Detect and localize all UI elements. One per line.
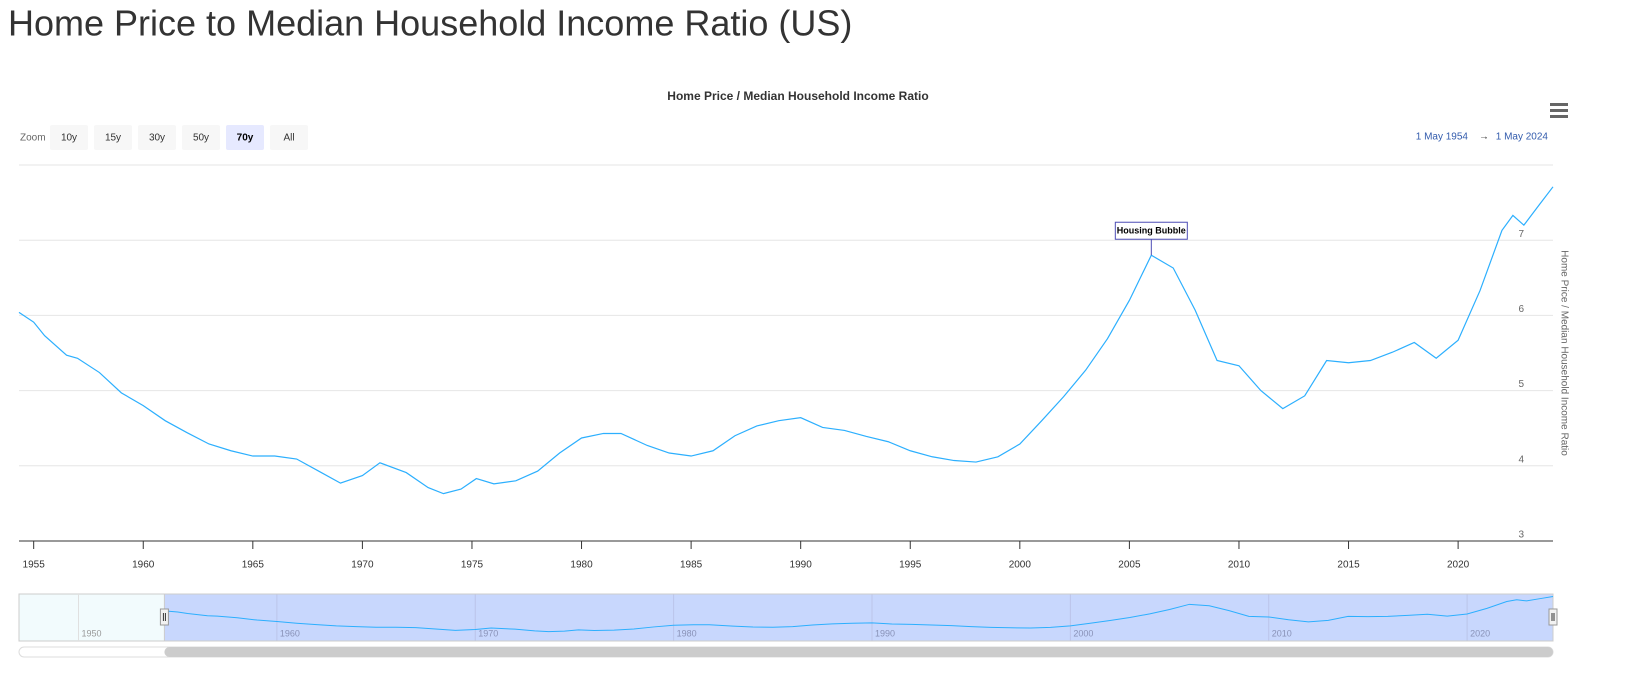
x-tick-label: 2000: [1009, 560, 1032, 571]
annotation-label: Housing Bubble: [1117, 226, 1186, 236]
x-tick-label: 1955: [23, 560, 46, 571]
navigator-tick-label: 2020: [1470, 628, 1490, 638]
menu-icon[interactable]: [1550, 103, 1568, 118]
navigator-tick-label: 1990: [875, 628, 895, 638]
x-tick-label: 1965: [242, 560, 265, 571]
x-tick-label: 1995: [899, 560, 922, 571]
navigator-tick-label: 1980: [677, 628, 697, 638]
zoom-button-bg[interactable]: [226, 125, 264, 150]
navigator-handle[interactable]: [159, 608, 169, 626]
navigator-tick-label: 1950: [82, 628, 102, 638]
zoom-button-label[interactable]: 15y: [105, 133, 121, 144]
range-to[interactable]: 1 May 2024: [1496, 132, 1549, 143]
zoom-button-bg[interactable]: [50, 125, 88, 150]
x-tick-label: 1975: [461, 560, 484, 571]
line-series: [18, 186, 1554, 495]
y-axis-title: Home Price / Median Household Income Rat…: [1558, 250, 1569, 456]
y-tick-label: 3: [1518, 530, 1524, 541]
zoom-button-bg[interactable]: [138, 125, 176, 150]
zoom-button-label[interactable]: All: [283, 133, 294, 144]
zoom-button-label[interactable]: 30y: [149, 133, 165, 144]
x-tick-label: 1990: [790, 560, 813, 571]
x-tick-label: 2005: [1118, 560, 1141, 571]
navigator-series: [164, 596, 1554, 633]
navigator-tick-label: 1960: [280, 628, 300, 638]
navigator-tick-label: 2010: [1272, 628, 1292, 638]
menu-bar[interactable]: [1550, 109, 1568, 112]
navigator-mask: [163, 593, 1554, 642]
navigator-tick-label: 2000: [1073, 628, 1093, 638]
x-tick-label: 2010: [1228, 560, 1251, 571]
navigator-handle[interactable]: [1548, 608, 1558, 626]
zoom-label: Zoom: [20, 133, 46, 144]
zoom-button[interactable]: All: [270, 125, 308, 150]
menu-bar[interactable]: [1550, 115, 1568, 118]
range-arrow: →: [1479, 132, 1489, 143]
x-tick-label: 1980: [570, 560, 593, 571]
zoom-button[interactable]: 10y: [50, 125, 88, 150]
y-tick-label: 4: [1518, 454, 1524, 465]
zoom-button-label[interactable]: 10y: [61, 133, 77, 144]
chart-title: Home Price / Median Household Income Rat…: [667, 89, 928, 103]
menu-bar[interactable]: [1550, 103, 1568, 106]
zoom-button-bg[interactable]: [94, 125, 132, 150]
zoom-button-label[interactable]: 70y: [237, 133, 254, 144]
page-title: Home Price to Median Household Income Ra…: [8, 3, 852, 44]
range-from[interactable]: 1 May 1954: [1416, 132, 1469, 143]
x-tick-label: 1970: [351, 560, 374, 571]
x-tick-label: 1960: [132, 560, 155, 571]
annotation-box: [1114, 221, 1188, 240]
y-tick-label: 6: [1518, 304, 1524, 315]
handle-body[interactable]: [159, 608, 169, 626]
zoom-button[interactable]: 15y: [94, 125, 132, 150]
zoom-button[interactable]: 70y: [226, 125, 264, 150]
zoom-button-bg[interactable]: [182, 125, 220, 150]
zoom-button[interactable]: 50y: [182, 125, 220, 150]
y-tick-label: 5: [1518, 379, 1524, 390]
zoom-button-label[interactable]: 50y: [193, 133, 209, 144]
zoom-button-bg[interactable]: [270, 125, 308, 150]
zoom-button[interactable]: 30y: [138, 125, 176, 150]
navigator-tick-label: 1970: [478, 628, 498, 638]
scrollbar-thumb[interactable]: [164, 647, 1554, 657]
x-tick-label: 2015: [1337, 560, 1360, 571]
x-tick-label: 2020: [1447, 560, 1470, 571]
y-tick-label: 7: [1518, 229, 1524, 240]
x-tick-label: 1985: [680, 560, 703, 571]
handle-body[interactable]: [1548, 608, 1558, 626]
